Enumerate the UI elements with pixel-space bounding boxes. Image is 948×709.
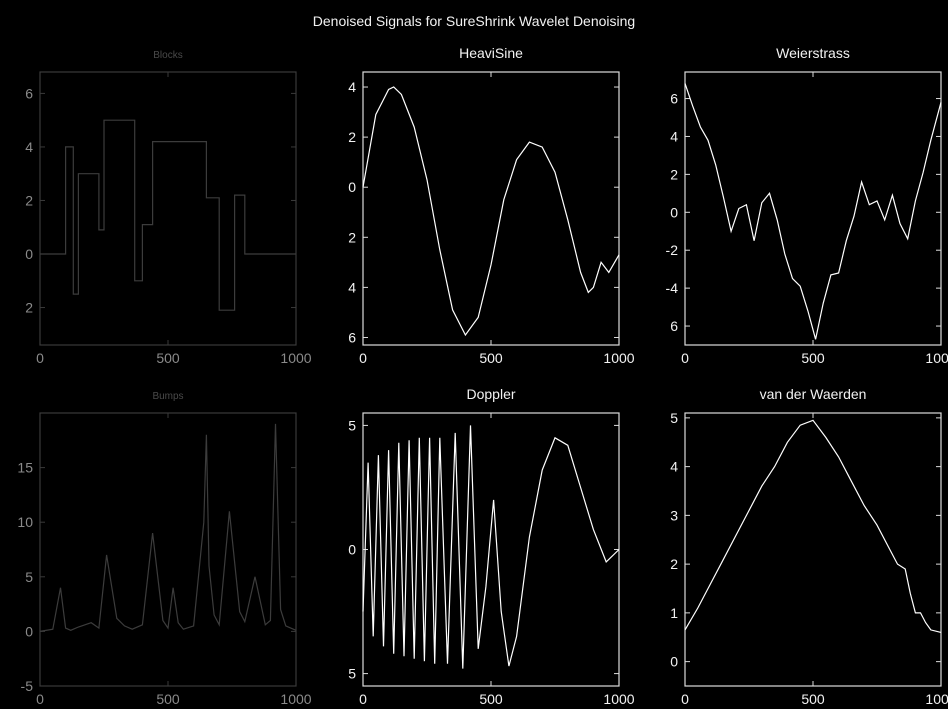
subplot: Blocks 0 500 1000 6 4 2 0 2 bbox=[25, 50, 312, 366]
y-tick-label: 0 bbox=[25, 246, 33, 262]
signal-line bbox=[362, 86, 620, 337]
y-tick-label: 2 bbox=[348, 129, 356, 145]
x-tick-label: 0 bbox=[36, 691, 44, 707]
plot-frame bbox=[39, 412, 297, 687]
subplot-title: Bumps bbox=[152, 391, 183, 402]
x-tick-label: 0 bbox=[359, 691, 367, 707]
y-tick-label: 4 bbox=[348, 279, 356, 295]
x-tick-label: 500 bbox=[156, 691, 180, 707]
x-tick-label: 500 bbox=[801, 350, 825, 366]
signal-line bbox=[39, 423, 297, 632]
figure-title: Denoised Signals for SureShrink Wavelet … bbox=[312, 13, 636, 29]
x-tick-label: 0 bbox=[36, 350, 44, 366]
x-tick-label: 0 bbox=[681, 691, 689, 707]
signal-line bbox=[684, 419, 942, 633]
plot-frame bbox=[684, 412, 942, 687]
y-tick-label: 4 bbox=[25, 139, 33, 155]
x-tick-label: 0 bbox=[359, 350, 367, 366]
y-tick-label: 0 bbox=[348, 179, 356, 195]
y-tick-label: 5 bbox=[670, 410, 678, 426]
subplot: HeaviSine 0 500 1000 4 2 0 2 4 6 bbox=[348, 45, 635, 366]
y-tick-label: -2 bbox=[666, 242, 679, 258]
y-tick-label: -5 bbox=[21, 678, 34, 694]
y-tick-label: 0 bbox=[670, 654, 678, 670]
y-tick-label: 5 bbox=[25, 569, 33, 585]
x-tick-label: 1000 bbox=[603, 691, 634, 707]
x-tick-label: 1000 bbox=[925, 350, 948, 366]
x-tick-label: 1000 bbox=[603, 350, 634, 366]
subplot-title: Doppler bbox=[466, 386, 515, 402]
y-tick-label: 6 bbox=[25, 85, 33, 101]
y-tick-label: 4 bbox=[348, 79, 356, 95]
x-tick-label: 1000 bbox=[925, 691, 948, 707]
y-tick-label: 2 bbox=[25, 300, 33, 316]
x-tick-label: 500 bbox=[479, 350, 503, 366]
signal-line bbox=[362, 425, 620, 669]
y-tick-label: 4 bbox=[670, 459, 678, 475]
x-tick-label: 500 bbox=[156, 350, 180, 366]
subplot: van der Waerden 0 500 1000 5 4 3 2 1 0 bbox=[670, 386, 948, 707]
x-tick-label: 1000 bbox=[280, 350, 311, 366]
subplot: Weierstrass 0 500 1000 6 4 2 0 -2 -4 6 bbox=[666, 45, 948, 366]
signal-line bbox=[40, 119, 296, 311]
y-tick-label: 0 bbox=[25, 623, 33, 639]
y-tick-label: 6 bbox=[670, 91, 678, 107]
signal-line bbox=[684, 83, 942, 340]
y-tick-label: 6 bbox=[670, 318, 678, 334]
x-tick-label: 1000 bbox=[280, 691, 311, 707]
y-tick-label: -4 bbox=[666, 280, 679, 296]
x-tick-label: 500 bbox=[801, 691, 825, 707]
y-tick-label: 15 bbox=[17, 460, 33, 476]
x-tick-label: 0 bbox=[681, 350, 689, 366]
y-tick-label: 10 bbox=[17, 514, 33, 530]
subplot-title: Blocks bbox=[153, 50, 182, 61]
y-tick-label: 2 bbox=[670, 166, 678, 182]
subplot-title: HeaviSine bbox=[459, 45, 523, 61]
plot-frame bbox=[684, 71, 942, 346]
y-tick-label: 2 bbox=[348, 229, 356, 245]
y-tick-label: 6 bbox=[348, 329, 356, 345]
y-tick-label: 2 bbox=[670, 556, 678, 572]
x-tick-label: 500 bbox=[479, 691, 503, 707]
subplot-title: van der Waerden bbox=[760, 386, 867, 402]
y-tick-label: 1 bbox=[670, 605, 678, 621]
subplot-title: Weierstrass bbox=[776, 45, 850, 61]
y-tick-label: 3 bbox=[670, 507, 678, 523]
y-tick-label: 5 bbox=[348, 666, 356, 682]
y-tick-label: 0 bbox=[348, 542, 356, 558]
y-tick-label: 0 bbox=[670, 204, 678, 220]
plot-frame bbox=[362, 71, 620, 346]
y-tick-label: 5 bbox=[348, 417, 356, 433]
y-tick-label: 2 bbox=[25, 192, 33, 208]
y-tick-label: 4 bbox=[670, 128, 678, 144]
